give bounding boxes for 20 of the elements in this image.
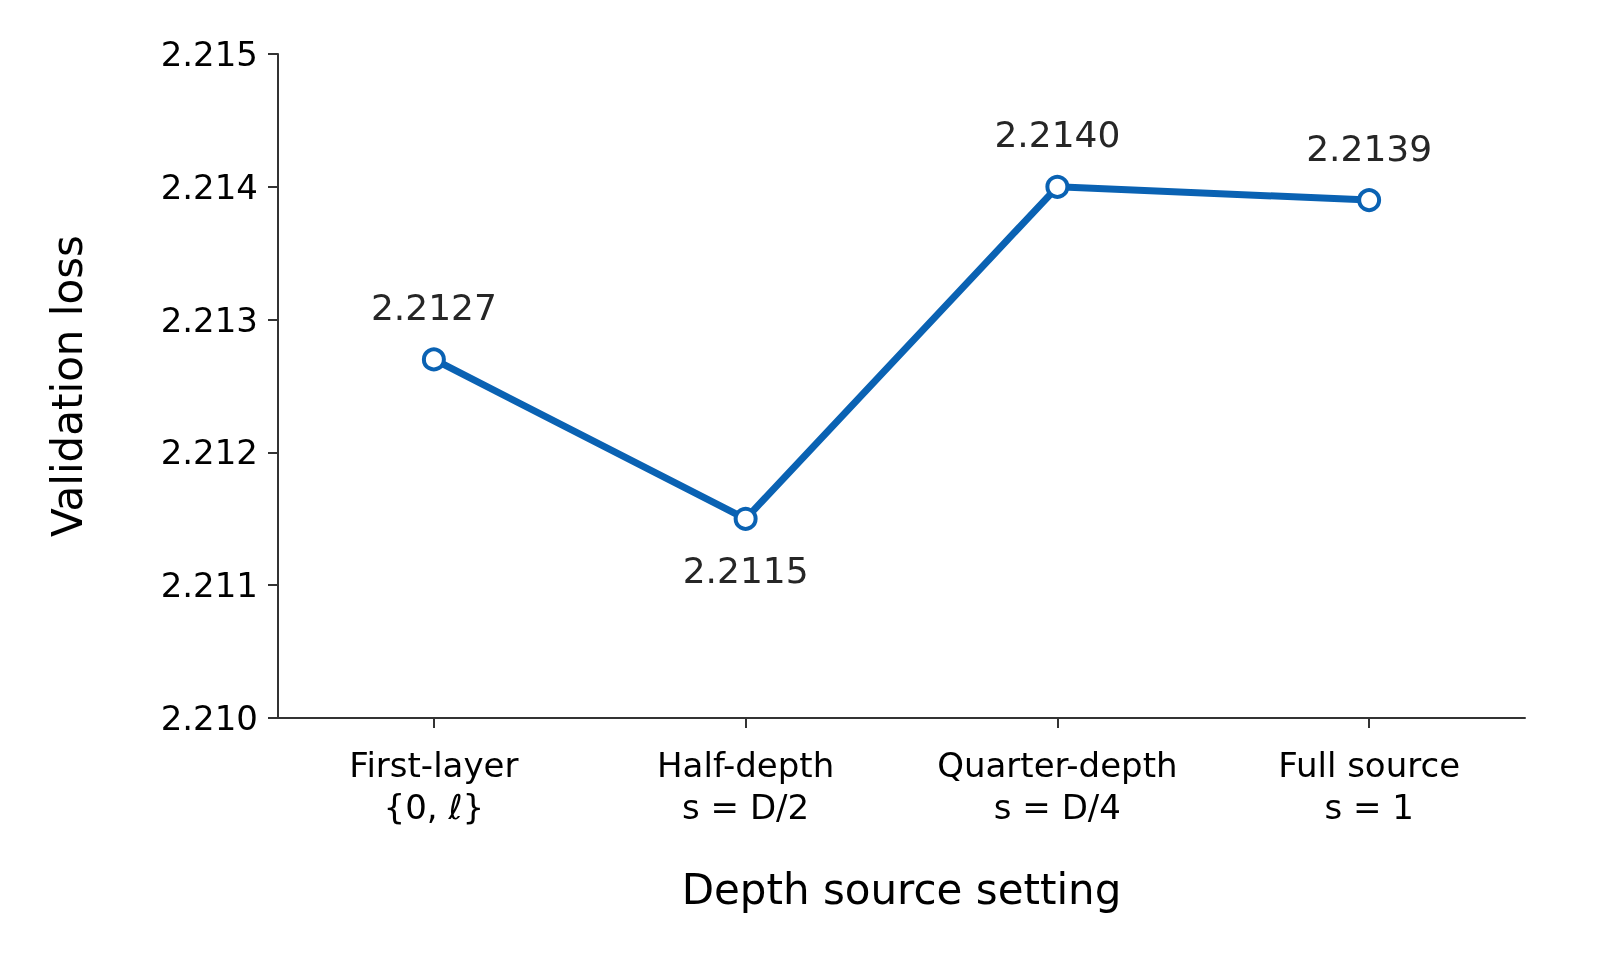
point: [1045, 174, 1070, 199]
x-tick-label: First-layer {0, ℓ}: [349, 745, 519, 827]
data-label: 2.2139: [1306, 127, 1433, 169]
data-label: 2.2127: [370, 286, 497, 328]
x-axis-title: Depth source setting: [681, 864, 1122, 914]
y-tick-label: 2.214: [160, 166, 258, 207]
y-tick-label: 2.215: [160, 34, 258, 74]
y-axis-title: Validation loss: [42, 235, 92, 537]
y-tick-label: 2.212: [160, 432, 258, 473]
y-tick-label: 2.211: [160, 565, 258, 606]
y-tick-label: 2.210: [160, 698, 258, 738]
x-tick-label: Quarter-depth s = D/4: [937, 745, 1178, 827]
point: [733, 506, 758, 531]
point: [1357, 188, 1382, 213]
point: [421, 347, 446, 372]
x-tick-label: Full source s = 1: [1278, 745, 1461, 827]
data-label: 2.2115: [682, 550, 809, 592]
y-tick-label: 2.213: [160, 299, 258, 340]
x-tick-label: Half-depth s = D/2: [657, 745, 835, 827]
data-label: 2.2140: [994, 114, 1121, 156]
